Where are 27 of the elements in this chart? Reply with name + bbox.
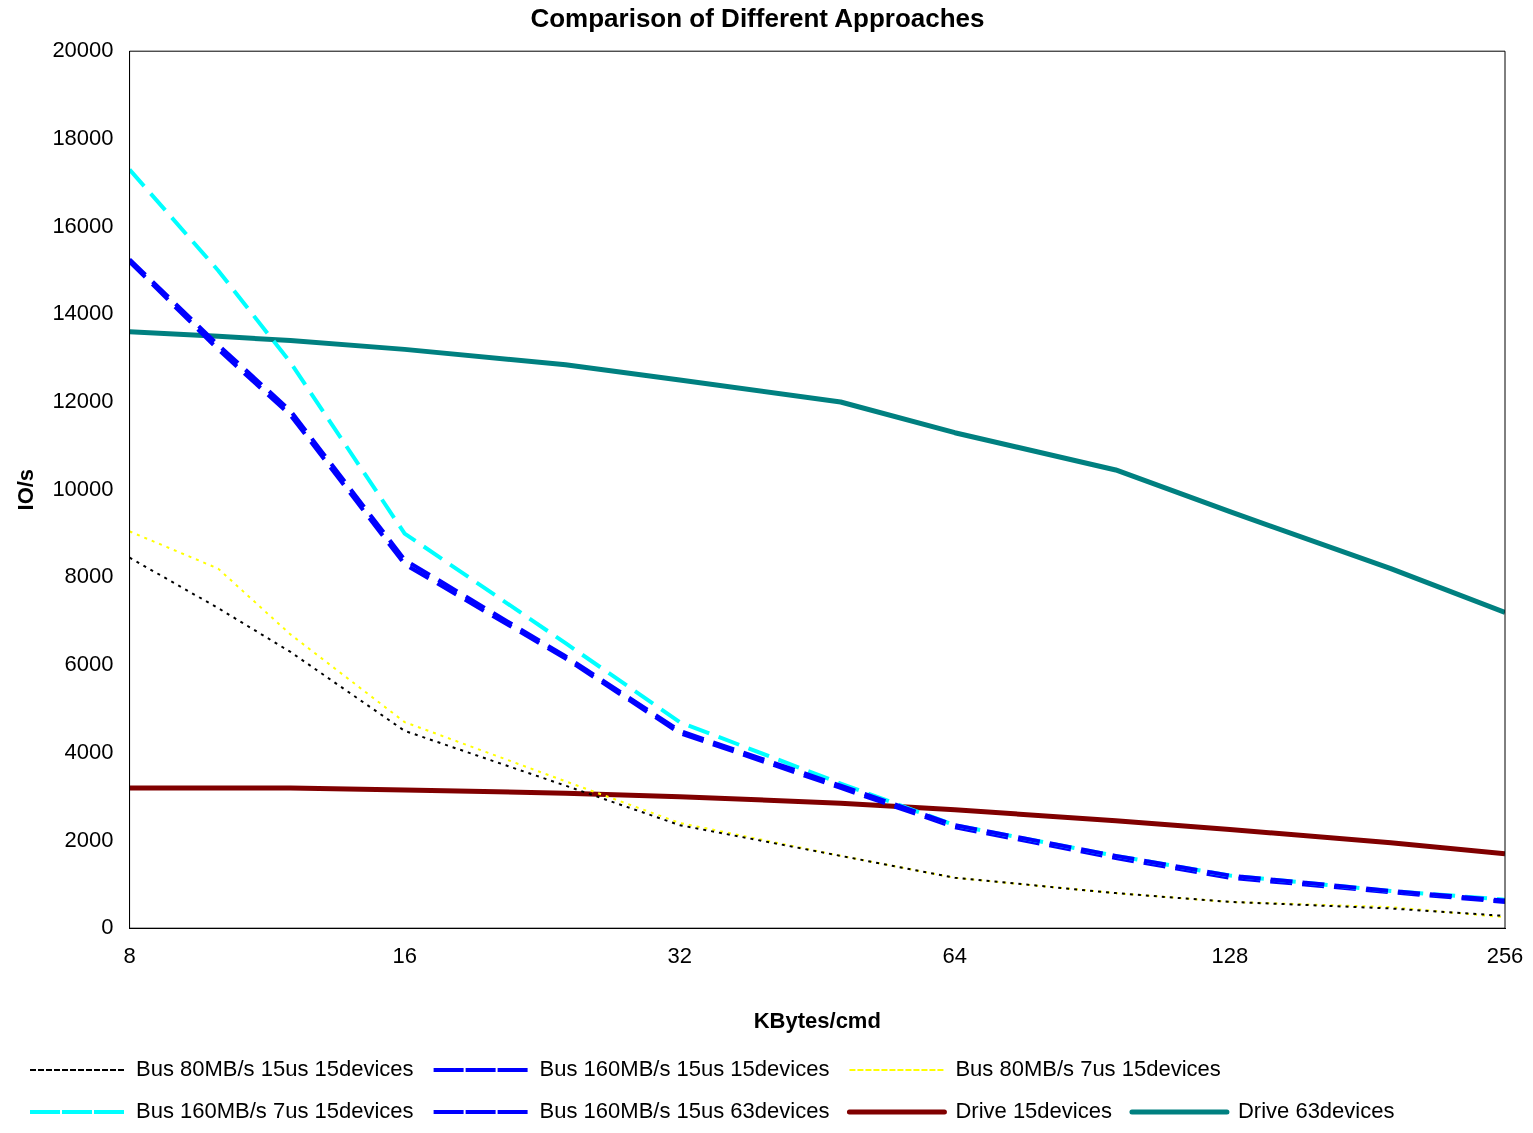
y-tick-label: 10000 bbox=[52, 475, 114, 501]
y-tick-label: 18000 bbox=[52, 124, 114, 150]
x-tick-label: 128 bbox=[1211, 943, 1249, 969]
x-tick-label: 8 bbox=[123, 943, 136, 969]
y-tick-label: 0 bbox=[101, 914, 114, 940]
legend-label: Drive 15devices bbox=[955, 1098, 1112, 1124]
y-tick-label: 12000 bbox=[52, 388, 114, 414]
y-tick-label: 2000 bbox=[64, 826, 114, 852]
legend-label: Drive 63devices bbox=[1237, 1098, 1395, 1124]
y-axis-title: IO/s bbox=[13, 468, 39, 511]
y-tick-label: 14000 bbox=[52, 300, 114, 326]
x-tick-label: 64 bbox=[942, 943, 968, 969]
y-tick-label: 20000 bbox=[52, 37, 114, 63]
chart-title: Comparison of Different Approaches bbox=[530, 2, 985, 33]
legend-label: Bus 80MB/s 7us 15devices bbox=[955, 1056, 1221, 1082]
y-tick-label: 8000 bbox=[64, 563, 114, 589]
y-tick-label: 4000 bbox=[64, 738, 114, 764]
legend-label: Bus 160MB/s 7us 15devices bbox=[136, 1098, 414, 1124]
x-tick-label: 32 bbox=[667, 943, 692, 969]
x-tick-label: 16 bbox=[392, 943, 417, 969]
legend-label: Bus 80MB/s 15us 15devices bbox=[136, 1056, 414, 1082]
x-tick-label: 256 bbox=[1486, 943, 1524, 969]
legend-label: Bus 160MB/s 15us 15devices bbox=[539, 1056, 830, 1082]
x-axis-title: KBytes/cmd bbox=[753, 1007, 881, 1033]
y-tick-label: 16000 bbox=[52, 212, 114, 238]
legend-label: Bus 160MB/s 15us 63devices bbox=[539, 1098, 830, 1124]
y-tick-label: 6000 bbox=[64, 651, 114, 677]
